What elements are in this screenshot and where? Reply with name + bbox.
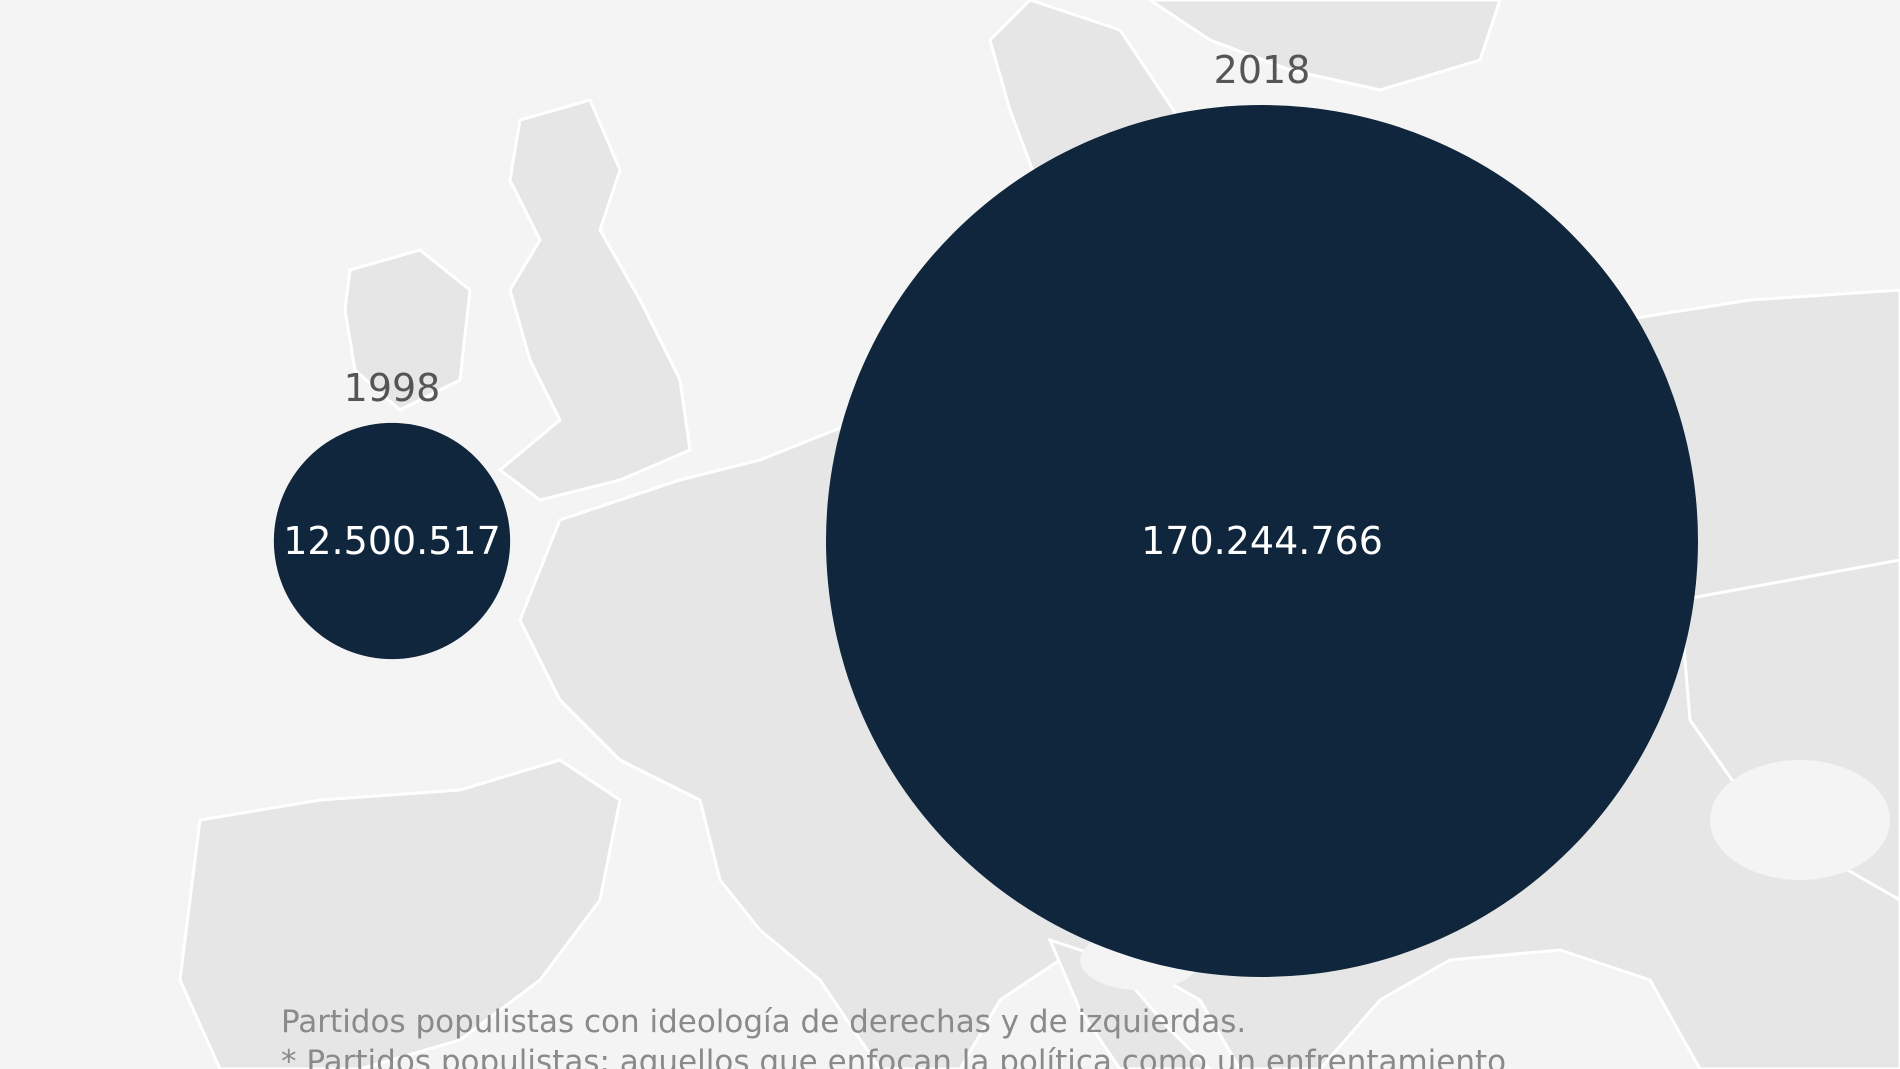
map-northern-land (1147, 0, 1502, 92)
map-black-sea (1710, 760, 1890, 880)
bubble-group: 1998 12.500.517 2018 170.244.766 (273, 48, 1698, 977)
map-great-britain (497, 98, 692, 502)
map-iberia (178, 758, 622, 1069)
map-ireland (343, 248, 472, 412)
year-label-2018: 2018 (1214, 48, 1311, 92)
footnote-line-2: * Partidos populistas: aquellos que enfo… (281, 1044, 1507, 1069)
footnote-line-1: Partidos populistas con ideología de der… (281, 1004, 1247, 1040)
bubble-2018 (826, 105, 1698, 977)
bubble-1998 (273, 422, 511, 660)
value-label-2018: 170.244.766 (1141, 519, 1383, 563)
year-label-1998: 1998 (344, 366, 441, 410)
value-label-1998: 12.500.517 (283, 519, 501, 563)
